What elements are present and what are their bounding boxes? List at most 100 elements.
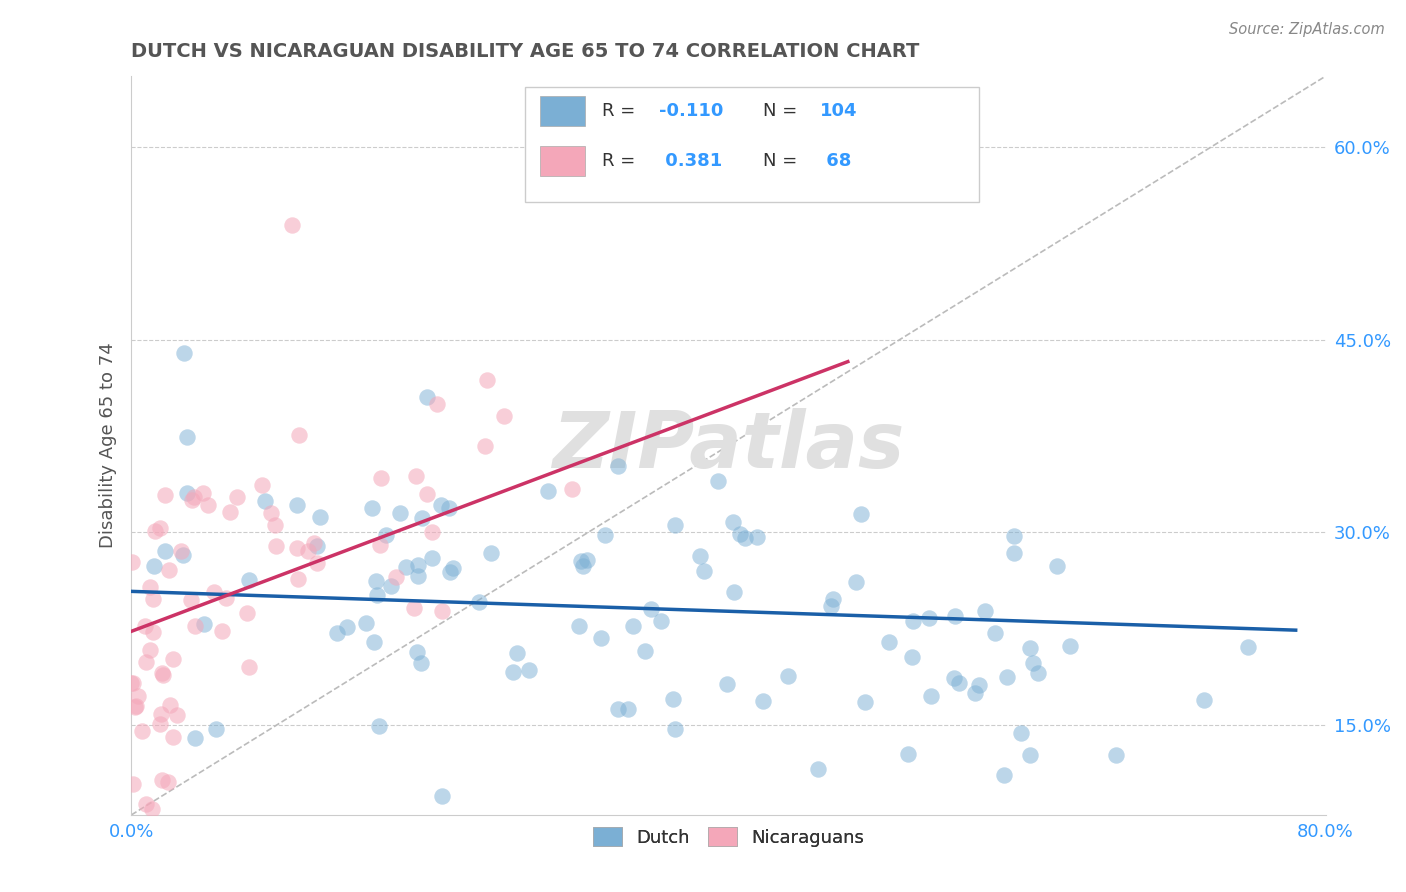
Point	[120, 676, 142, 690]
Point	[468, 595, 491, 609]
Text: 104: 104	[820, 102, 858, 120]
Point	[405, 469, 427, 483]
Point	[388, 506, 411, 520]
Point	[183, 490, 205, 504]
Text: 0.381: 0.381	[659, 153, 723, 170]
Point	[238, 573, 260, 587]
FancyBboxPatch shape	[526, 87, 979, 202]
Point	[162, 730, 184, 744]
Point	[416, 487, 439, 501]
Point	[238, 660, 260, 674]
Point	[621, 619, 644, 633]
Text: DUTCH VS NICARAGUAN DISABILITY AGE 65 TO 74 CORRELATION CHART: DUTCH VS NICARAGUAN DISABILITY AGE 65 TO…	[131, 42, 920, 61]
Point	[536, 483, 558, 498]
Point	[235, 606, 257, 620]
Point	[591, 631, 613, 645]
Point	[901, 649, 924, 664]
Point	[336, 619, 359, 633]
Point	[149, 707, 172, 722]
Point	[374, 527, 396, 541]
Point	[366, 588, 388, 602]
Point	[879, 635, 901, 649]
Point	[309, 509, 332, 524]
Point	[176, 486, 198, 500]
Point	[149, 717, 172, 731]
Point	[155, 488, 177, 502]
Point	[948, 675, 970, 690]
Point	[474, 439, 496, 453]
Text: -0.110: -0.110	[659, 102, 724, 120]
Point	[183, 731, 205, 746]
Point	[1010, 726, 1032, 740]
Point	[416, 390, 439, 404]
Point	[1022, 656, 1045, 670]
Point	[150, 665, 173, 680]
Point	[634, 644, 657, 658]
Point	[1002, 529, 1025, 543]
Point	[287, 572, 309, 586]
Point	[561, 482, 583, 496]
Text: R =: R =	[602, 153, 636, 170]
Point	[125, 698, 148, 713]
Text: N =: N =	[763, 102, 797, 120]
Point	[305, 556, 328, 570]
Point	[131, 723, 153, 738]
Point	[420, 524, 443, 539]
Point	[363, 635, 385, 649]
Point	[166, 707, 188, 722]
Point	[432, 604, 454, 618]
Point	[153, 544, 176, 558]
Point	[853, 694, 876, 708]
Point	[367, 719, 389, 733]
Point	[569, 553, 592, 567]
Point	[193, 617, 215, 632]
Text: Source: ZipAtlas.com: Source: ZipAtlas.com	[1229, 22, 1385, 37]
Point	[285, 499, 308, 513]
Point	[157, 774, 180, 789]
Point	[920, 690, 942, 704]
Point	[159, 698, 181, 713]
Point	[226, 490, 249, 504]
Point	[288, 428, 311, 442]
Point	[127, 689, 149, 703]
Point	[406, 558, 429, 573]
Point	[995, 670, 1018, 684]
Point	[260, 506, 283, 520]
Point	[139, 642, 162, 657]
Point	[1059, 639, 1081, 653]
Point	[481, 545, 503, 559]
Point	[180, 493, 202, 508]
Point	[575, 553, 598, 567]
Point	[150, 772, 173, 787]
Y-axis label: Disability Age 65 to 74: Disability Age 65 to 74	[100, 343, 117, 549]
Point	[297, 544, 319, 558]
Point	[134, 619, 156, 633]
Point	[967, 678, 990, 692]
Point	[1105, 747, 1128, 762]
Point	[897, 747, 920, 761]
Point	[138, 580, 160, 594]
Point	[124, 699, 146, 714]
Point	[723, 584, 745, 599]
Point	[368, 538, 391, 552]
Point	[650, 614, 672, 628]
Point	[354, 615, 377, 630]
Point	[411, 510, 433, 524]
Point	[304, 536, 326, 550]
Point	[215, 591, 238, 605]
Point	[1237, 640, 1260, 654]
Point	[121, 777, 143, 791]
Point	[420, 551, 443, 566]
Point	[441, 561, 464, 575]
Point	[202, 585, 225, 599]
Legend: Dutch, Nicaraguans: Dutch, Nicaraguans	[586, 820, 872, 854]
Point	[184, 618, 207, 632]
Point	[152, 667, 174, 681]
Point	[252, 477, 274, 491]
Point	[218, 505, 240, 519]
Point	[707, 474, 730, 488]
Point	[162, 651, 184, 665]
Point	[180, 593, 202, 607]
Point	[851, 508, 873, 522]
Point	[437, 500, 460, 515]
